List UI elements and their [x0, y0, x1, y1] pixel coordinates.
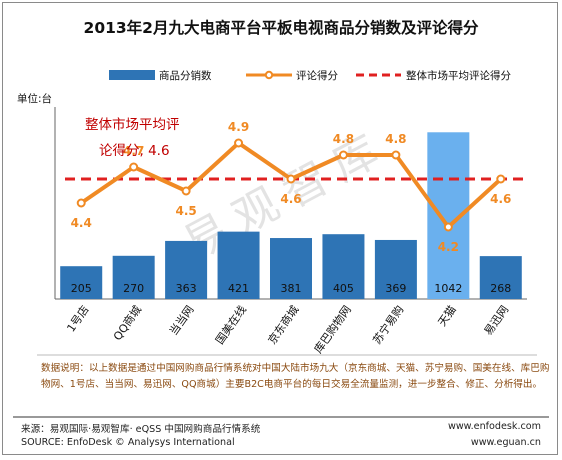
x-tick-label: 1号店 — [64, 303, 92, 335]
chart: 2013年2月九大电商平台平板电视商品分销数及评论得分 商品分销数 评论得分 整… — [13, 18, 549, 418]
score-value-label: 4.4 — [71, 216, 92, 230]
bar-value-labels: 205 270 363 421 381 405 369 1042 268 — [71, 282, 512, 295]
bar — [374, 239, 417, 299]
bar-value-label: 363 — [176, 282, 197, 295]
bar-value-label: 1042 — [434, 282, 462, 295]
legend-bar-swatch — [109, 70, 155, 80]
score-value-label: 4.8 — [333, 132, 354, 146]
score-value-label: 4.6 — [280, 192, 301, 206]
legend-bar-label: 商品分销数 — [159, 69, 212, 82]
score-point — [129, 162, 139, 172]
score-point — [338, 150, 348, 160]
x-tick-label: 天猫 — [436, 303, 459, 328]
score-value-label: 4.2 — [438, 240, 459, 254]
legend: 商品分销数 评论得分 整体市场平均评论得分 — [109, 69, 511, 82]
score-value-label: 4.6 — [490, 192, 511, 206]
bar-value-label: 405 — [333, 282, 354, 295]
score-value-label: 4.7 — [123, 144, 144, 158]
x-tick-label: QQ商城 — [110, 303, 144, 343]
bar-value-label: 268 — [490, 282, 511, 295]
chart-title: 2013年2月九大电商平台平板电视商品分销数及评论得分 — [84, 18, 479, 37]
data-note: 数据说明：以上数据是通过中国网购商品行情系统对中国大陆市场九大（京东商城、天猫、… — [41, 363, 550, 390]
x-tick-label: 苏宁易购 — [370, 303, 407, 347]
legend-line-label: 评论得分 — [296, 69, 338, 82]
annotation-line1: 整体市场平均评 — [85, 116, 180, 133]
score-point — [496, 174, 506, 184]
x-tick-labels: 1号店 QQ商城 当当网 国美在线 京东商城 库巴购物网 苏宁易购 天猫 易迅网 — [64, 303, 512, 356]
legend-reference-label: 整体市场平均评论得分 — [406, 69, 511, 82]
chart-frame: 2013年2月九大电商平台平板电视商品分销数及评论得分 商品分销数 评论得分 整… — [2, 2, 558, 455]
score-point — [286, 174, 296, 184]
unit-label: 单位:台 — [17, 92, 52, 105]
x-tick-label: 国美在线 — [212, 303, 249, 347]
score-point — [391, 150, 401, 160]
bar-value-label: 270 — [123, 282, 144, 295]
bar-value-label: 421 — [228, 282, 249, 295]
score-value-labels: 4.4 4.7 4.5 4.9 4.6 4.8 4.8 4.2 4.6 — [71, 120, 512, 254]
legend-line-marker — [264, 70, 274, 80]
bar-value-label: 369 — [385, 282, 406, 295]
x-tick-label: 库巴购物网 — [311, 303, 354, 356]
x-tick-label: 易迅网 — [482, 303, 512, 337]
bar-value-label: 381 — [281, 282, 302, 295]
score-points — [76, 138, 506, 232]
score-value-label: 4.9 — [228, 120, 249, 134]
bar — [112, 255, 155, 299]
score-point — [181, 186, 191, 196]
bar — [479, 256, 522, 299]
x-tick-label: 当当网 — [166, 303, 196, 338]
score-value-label: 4.5 — [175, 204, 196, 218]
bar — [60, 266, 103, 299]
score-value-label: 4.8 — [385, 132, 406, 146]
bar-value-label: 205 — [71, 282, 92, 295]
footer-source-cn: 来源：易观国际·易观智库· eQSS 中国网购商品行情系统 — [21, 424, 261, 435]
bar — [270, 238, 312, 299]
score-point — [76, 198, 86, 208]
score-point — [234, 138, 244, 148]
bar — [165, 240, 208, 299]
score-point — [443, 222, 453, 232]
footer-url-enfodesk: www.enfodesk.com — [447, 421, 541, 432]
bar — [217, 231, 260, 299]
annotation-line2: 论得分, 4.6 — [99, 142, 170, 159]
bar-series — [60, 132, 522, 299]
footer-url-eguan: www.eguan.cn — [470, 437, 541, 448]
bar — [322, 234, 365, 299]
x-tick-label: 京东商城 — [265, 303, 302, 347]
footer-source-en: SOURCE: EnfoDesk © Analysys Internationa… — [21, 437, 235, 448]
